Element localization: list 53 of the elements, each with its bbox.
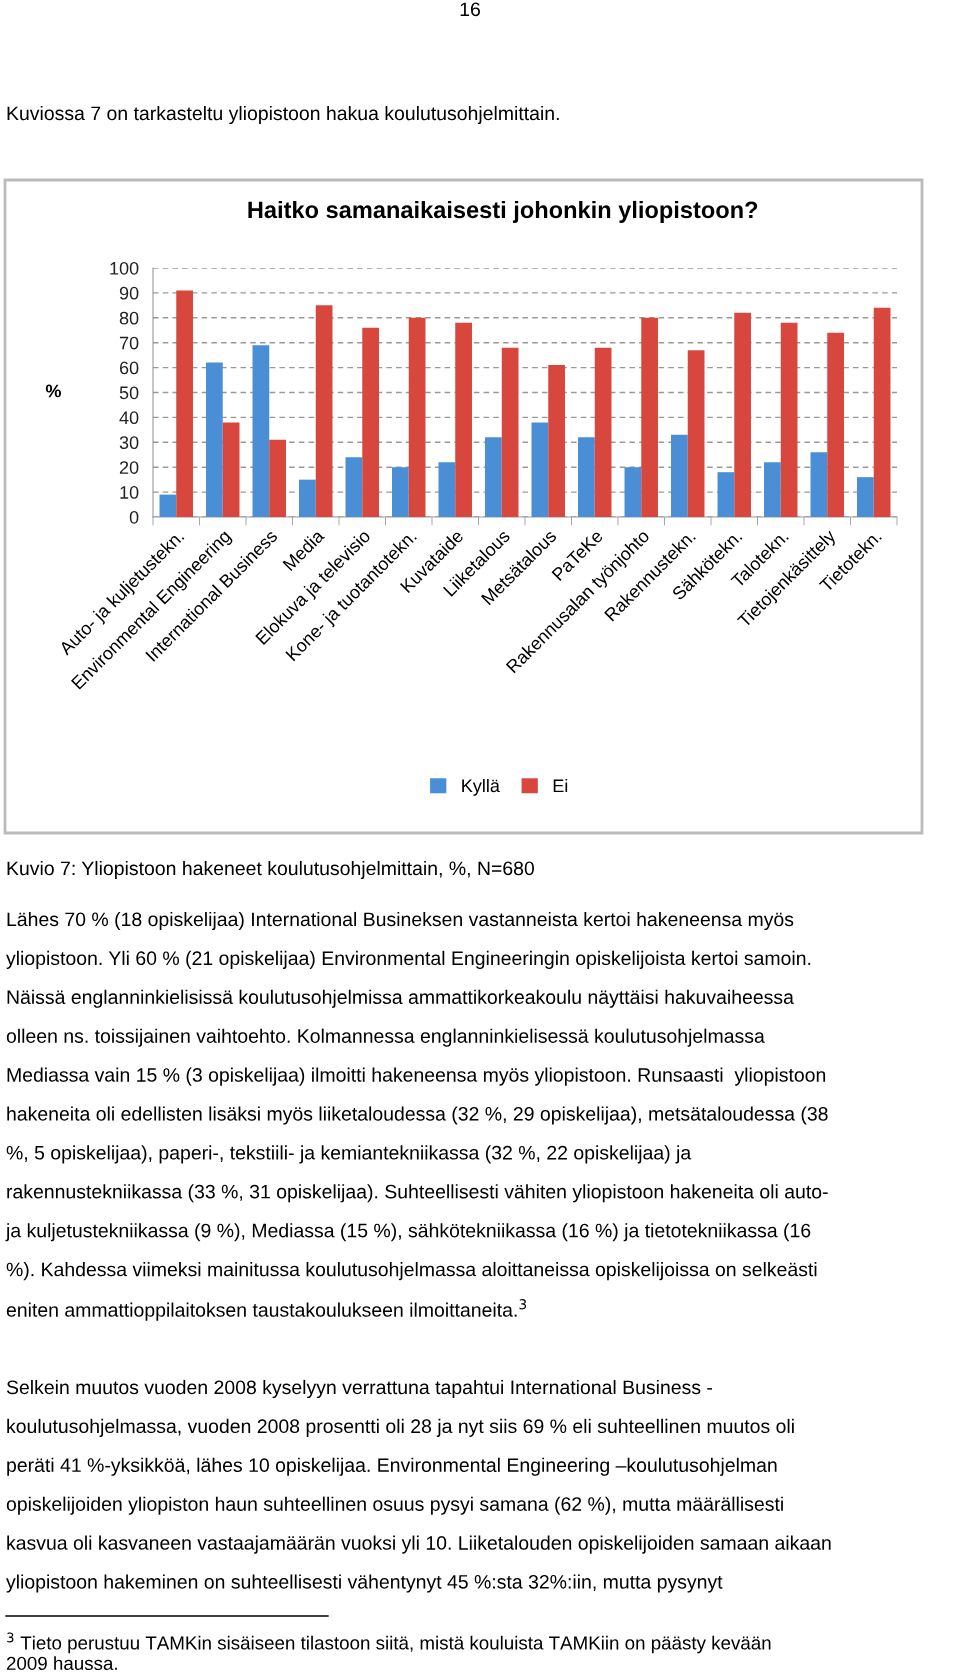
bar (764, 462, 781, 517)
y-tick-label: 10 (120, 486, 139, 499)
legend-label: Ei (553, 778, 568, 792)
bar (873, 307, 891, 517)
bar (578, 437, 595, 517)
bar (717, 472, 735, 517)
y-tick-label: 0 (129, 510, 139, 524)
y-tick-label: 60 (119, 361, 139, 375)
bar (624, 467, 642, 517)
y-tick-label: 100 (110, 261, 139, 275)
y-tick-label: 40 (119, 411, 139, 425)
text: Kuviossa 7 on tarkasteltu yliopistoon hakua koulutusohjelmittain. (7, 105, 559, 125)
y-tick-label: 50 (119, 386, 139, 400)
bar (687, 350, 705, 517)
bar (455, 322, 472, 517)
y-axis-title: % (45, 384, 61, 398)
bar (315, 305, 333, 517)
text: Selkein muutos vuoden 2008 kyselyyn verrattuna tapahtui International Business - koulutusohjelmassa, vuoden 2008 prosentti oli 28 ja nyt siis 69 % eli suhteellinen muutos oli peräti 41 %-yksikköä, lähes 10 opiskelijaa. Environmental Engineering –koulutusohjelman opiskelijoiden yliopiston haun suhteellinen osuus pysyi samana (62 %), mutta määrällisesti kasvua oli kasvaneen vastaajamäärän vuoksi yli 10. Liiketalouden opiskelijoiden samaan aikaan yliopistoon hakeminen on suhteellisesti vähentynyt 45 %:sta 32%:iin, mutta pysynyt (6, 1379, 831, 1593)
chart-title: Haitko samanaikaisesti johonkin yliopistoon? (248, 200, 758, 223)
bar (159, 494, 177, 517)
text: $^{3}$ Tieto perustuu TAMKin sisäiseen tilastoon siitä, mistä kouluista TAMKiin on päästy kevään 2009 haussa. (6, 1632, 771, 1671)
text: Kuvio 7: Yliopistoon hakeneet koulutusohjelmittain, %, N=680 (7, 860, 535, 880)
y-tick-label: 20 (119, 461, 139, 474)
bar (827, 332, 844, 517)
bar (222, 422, 240, 517)
bar (299, 479, 316, 517)
bar (176, 290, 193, 517)
y-tick-label: 70 (119, 336, 139, 350)
bar (485, 437, 502, 517)
bar (531, 422, 549, 517)
legend-label: Kyllä (462, 778, 500, 796)
bar (548, 365, 565, 517)
y-tick-label: 30 (119, 436, 139, 450)
bar (408, 317, 426, 517)
bar (206, 362, 223, 517)
bar (501, 347, 519, 517)
bar (345, 457, 363, 517)
bar (594, 347, 612, 517)
bar (438, 462, 456, 517)
y-tick-label: 80 (119, 311, 139, 325)
bar (671, 434, 688, 517)
text: Lähes 70 % (18 opiskelijaa) International Busineksen vastanneista kertoi hakeneensa myös yliopistoon. Yli 60 % (21 opiskelijaa) Environmental Engineeringin opiskelijoista kertoi samoin. Näissä englanninkielisissä koulutusohjelmissa ammattikorkeakoulu näyttäisi hakuvaiheessa olleen ns. toissijainen vaihtoehto. Kolmannessa englanninkielisessä koulutusohjelmassa Mediassa vain 15 % (3 opiskelijaa) ilmoitti hakeneensa myös yliopistoon. Runsaasti yliopistoon hakeneita oli edellisten lisäksi myös liiketaloudessa (32 %, 29 opiskelijaa), metsätaloudessa (38 %, 5 opiskelijaa), paperi-, tekstiili- ja kemiantekniikassa (32 %, 22 opiskelijaa) ja rakennustekniikassa (33 %, 31 opiskelijaa). Suhteellisesti vähiten yliopistoon hakeneita oli auto- ja kuljetustekniikassa (9 %), Mediassa (15 %), sähkötekniikassa (16 %) ja tietotekniikassa (16 %). Kahdessa viimeksi mainitussa koulutusohjelmassa aloittaneissa opiskelijoissa on selkeästi eniten ammattioppilaitoksen taustakoulukseen ilmoittaneita.$^{3}$ (5, 911, 828, 1321)
y-tick-label: 90 (119, 286, 139, 300)
bar (252, 345, 270, 517)
bar (362, 327, 379, 517)
text: 16 (460, 2, 480, 17)
bar (857, 477, 874, 517)
bar (734, 312, 751, 517)
bar (641, 317, 658, 517)
bar (269, 439, 286, 517)
bar (810, 452, 828, 517)
bar (392, 467, 409, 517)
bar (780, 322, 798, 517)
